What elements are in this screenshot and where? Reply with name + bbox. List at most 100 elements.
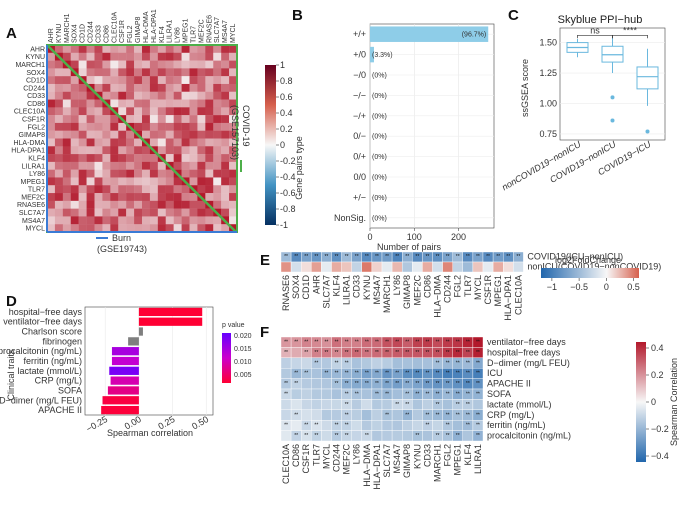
panel-a-cell	[142, 216, 151, 225]
panel-a-colorbar-label: -0.6	[280, 188, 296, 198]
panel-f-star: **	[284, 392, 288, 398]
panel-a-cell	[126, 169, 135, 178]
panel-a-cell	[126, 154, 135, 163]
panel-a-cell	[173, 208, 182, 217]
panel-a-cell	[102, 146, 111, 155]
panel-a-cell	[173, 177, 182, 186]
panel-f-star: **	[446, 350, 450, 356]
panel-a-cell	[189, 193, 198, 202]
panel-d-category: lactate (mmol/L)	[17, 366, 82, 376]
panel-f-star: **	[365, 433, 369, 439]
panel-a-cell	[181, 208, 190, 217]
panel-a-cell	[102, 68, 111, 77]
panel-a-cell	[197, 154, 206, 163]
panel-a-cell	[118, 169, 127, 178]
panel-a-cell	[142, 224, 151, 233]
panel-f-col-label: CLEC10A	[281, 444, 291, 484]
panel-a-cell	[149, 91, 159, 100]
panel-a-cell	[47, 91, 56, 100]
panel-a-cell	[86, 52, 95, 61]
panel-a-col-label: CLEC10A	[111, 12, 118, 43]
panel-b-value-label: (0%)	[372, 154, 387, 161]
panel-a-cell	[110, 83, 119, 92]
panel-e-col-label: LILRA1	[342, 275, 352, 305]
panel-c-ytick-label: 1.00	[539, 98, 557, 108]
panel-a-row-label: GIMAP8	[19, 132, 46, 139]
panel-a-cell	[102, 200, 111, 209]
panel-a-cell	[118, 161, 127, 170]
panel-f-row-label: D−dimer (mg/L FEU)	[487, 358, 570, 368]
panel-a-cell	[181, 83, 190, 92]
panel-a-cell	[173, 83, 182, 92]
panel-a-cell	[54, 224, 64, 233]
panel-a-colorbar-label: 0.8	[280, 76, 293, 86]
panel-f-star: **	[436, 360, 440, 366]
panel-a-cell	[70, 185, 79, 194]
panel-f-cell	[361, 388, 373, 400]
panel-a-cell	[126, 200, 135, 209]
panel-a-cell	[134, 122, 143, 131]
panel-b-value-label: (0%)	[372, 195, 387, 202]
panel-f-star: **	[405, 350, 409, 356]
panel-a-cell	[102, 208, 111, 217]
panel-a-cell	[165, 45, 174, 53]
panel-f-cell	[301, 378, 312, 390]
panel-a-cell	[205, 68, 214, 77]
panel-a-cell	[221, 91, 230, 100]
panel-a-cell	[118, 185, 127, 194]
panel-a-cell	[102, 60, 111, 69]
panel-d-bar	[102, 396, 139, 405]
panel-a-cell	[142, 107, 151, 116]
panel-a-correlation-heatmap: AHR KYNU MARCH1 SOX4 CD1D CD244 CD33 CD86 CLEC10…	[11, 9, 295, 254]
panel-e-star: **	[375, 254, 379, 260]
panel-a-cell	[157, 52, 166, 61]
panel-a-cell	[142, 68, 151, 77]
panel-a-cell	[205, 193, 214, 202]
panel-a-cell	[70, 169, 79, 178]
panel-a-cell	[47, 83, 56, 92]
panel-a-cell	[221, 185, 230, 194]
panel-e-cell	[432, 261, 443, 273]
panel-a-cell	[62, 83, 71, 92]
panel-a-cell	[118, 91, 127, 100]
panel-a-row-label: CD86	[27, 101, 45, 108]
panel-f-star: **	[385, 412, 389, 418]
panel-a-cell	[47, 216, 56, 225]
panel-a-cell	[70, 122, 79, 131]
panel-a-cell	[78, 45, 87, 53]
panel-a-cell	[118, 60, 127, 69]
panel-a-row-label: CD1D	[26, 78, 45, 85]
panel-a-cell	[221, 193, 230, 202]
panel-a-col-label: CD33	[95, 25, 102, 43]
panel-b-x-ticks: 0 100 200	[367, 228, 466, 242]
panel-a-cell	[142, 130, 151, 139]
panel-f-star: **	[335, 381, 339, 387]
panel-a-cell	[142, 146, 151, 155]
panel-f-col-label: MARCH1	[433, 444, 443, 482]
panel-a-cell	[110, 45, 119, 53]
panel-a-cell	[94, 138, 103, 147]
panel-a-cell	[94, 52, 103, 61]
panel-a-cell	[157, 76, 166, 85]
panel-a-cell	[205, 45, 214, 53]
panel-a-cell	[213, 193, 222, 202]
panel-a-cell	[181, 122, 190, 131]
panel-a-cell	[70, 91, 79, 100]
panel-b-plot-area	[369, 23, 495, 229]
panel-a-cell	[102, 52, 111, 61]
panel-a-col-label: AHR	[48, 28, 55, 43]
panel-a-cell	[149, 60, 159, 69]
panel-f-star: **	[436, 371, 440, 377]
panel-a-cell	[118, 107, 127, 116]
panel-c-outlier	[610, 118, 615, 123]
panel-a-col-label: GIMAP8	[135, 16, 142, 43]
panel-a-colorbar-label: 0.2	[280, 124, 293, 134]
panel-e-cell	[301, 261, 312, 273]
panel-f-star: **	[436, 433, 440, 439]
panel-a-row-label: HLA-DPA1	[11, 148, 45, 155]
panel-e-cell	[280, 261, 292, 273]
panel-e-cell	[462, 261, 474, 273]
panel-e-cell	[472, 261, 484, 273]
panel-a-cell	[118, 216, 127, 225]
